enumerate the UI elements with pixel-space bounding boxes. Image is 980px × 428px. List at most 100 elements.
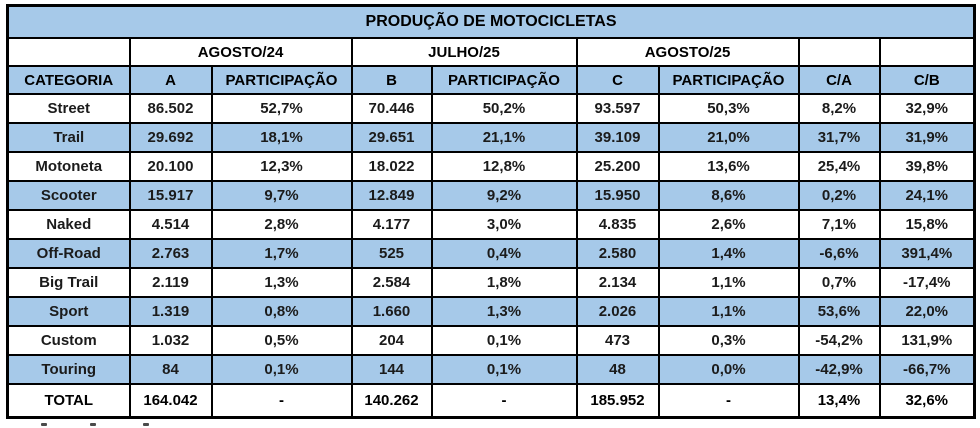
cropped-caption-fragment xyxy=(41,423,47,426)
table-cell: - xyxy=(430,383,578,419)
table-cell: 12,8% xyxy=(430,151,578,182)
column-header-participacao-b: PARTICIPAÇÃO xyxy=(430,65,578,95)
table-cell: 93.597 xyxy=(575,93,660,124)
table-row-naked: Naked 4.514 2,8% 4.177 3,0% 4.835 2,6% 7… xyxy=(6,209,976,240)
column-header-c: C xyxy=(575,65,660,95)
table-cell: 15.917 xyxy=(128,180,213,211)
table-cell: 31,7% xyxy=(797,122,881,153)
table-cell: 1.660 xyxy=(350,296,433,327)
table-cell: 15.950 xyxy=(575,180,660,211)
table-cell: 1,8% xyxy=(430,267,578,298)
column-header-b: B xyxy=(350,65,433,95)
empty-cell xyxy=(878,37,976,67)
table-cell: -6,6% xyxy=(797,238,881,269)
column-header-categoria: CATEGORIA xyxy=(6,65,131,95)
table-row-motoneta: Motoneta 20.100 12,3% 18.022 12,8% 25.20… xyxy=(6,151,976,182)
table-cell: 391,4% xyxy=(878,238,976,269)
table-cell: 1,3% xyxy=(210,267,353,298)
column-header-a: A xyxy=(128,65,213,95)
table-row-total: TOTAL 164.042 - 140.262 - 185.952 - 13,4… xyxy=(6,383,976,419)
table-row-offroad: Off-Road 2.763 1,7% 525 0,4% 2.580 1,4% … xyxy=(6,238,976,269)
table-cell: 1.319 xyxy=(128,296,213,327)
table-cell: 4.835 xyxy=(575,209,660,240)
table-cell: 20.100 xyxy=(128,151,213,182)
table-row-sport: Sport 1.319 0,8% 1.660 1,3% 2.026 1,1% 5… xyxy=(6,296,976,327)
table-cell: 0,5% xyxy=(210,325,353,356)
row-label: Naked xyxy=(6,209,131,240)
table-cell: 1,7% xyxy=(210,238,353,269)
table-cell: 12,3% xyxy=(210,151,353,182)
table-cell: 525 xyxy=(350,238,433,269)
table-row-bigtrail: Big Trail 2.119 1,3% 2.584 1,8% 2.134 1,… xyxy=(6,267,976,298)
table-cell: -42,9% xyxy=(797,354,881,385)
column-header-participacao-a: PARTICIPAÇÃO xyxy=(210,65,353,95)
table-cell: 0,3% xyxy=(657,325,800,356)
table-cell: 144 xyxy=(350,354,433,385)
table-cell: 0,1% xyxy=(210,354,353,385)
table-cell: 8,2% xyxy=(797,93,881,124)
table-cell: 164.042 xyxy=(128,383,213,419)
table-cell: 24,1% xyxy=(878,180,976,211)
table-cell: 4.177 xyxy=(350,209,433,240)
month-header-julho25: JULHO/25 xyxy=(350,37,578,67)
table-cell: 0,0% xyxy=(657,354,800,385)
row-label: Motoneta xyxy=(6,151,131,182)
empty-cell xyxy=(797,37,881,67)
table-cell: 185.952 xyxy=(575,383,660,419)
table-cell: 32,6% xyxy=(878,383,976,419)
table-cell: 18.022 xyxy=(350,151,433,182)
column-header-ca: C/A xyxy=(797,65,881,95)
table-cell: 0,1% xyxy=(430,354,578,385)
table-cell: 8,6% xyxy=(657,180,800,211)
table-cell: 13,4% xyxy=(797,383,881,419)
table-cell: 0,7% xyxy=(797,267,881,298)
row-label: Off-Road xyxy=(6,238,131,269)
table-title: PRODUÇÃO DE MOTOCICLETAS xyxy=(6,4,976,39)
table-cell: - xyxy=(657,383,800,419)
table-cell: 2,6% xyxy=(657,209,800,240)
table-cell: 2.119 xyxy=(128,267,213,298)
table-row-custom: Custom 1.032 0,5% 204 0,1% 473 0,3% -54,… xyxy=(6,325,976,356)
total-label: TOTAL xyxy=(6,383,131,419)
table-cell: 50,2% xyxy=(430,93,578,124)
table-cell: 2.026 xyxy=(575,296,660,327)
table-cell: 15,8% xyxy=(878,209,976,240)
table-cell: 0,1% xyxy=(430,325,578,356)
table-cell: 2.763 xyxy=(128,238,213,269)
cropped-caption-fragment xyxy=(90,423,96,426)
table-cell: -17,4% xyxy=(878,267,976,298)
table-cell: 70.446 xyxy=(350,93,433,124)
table-cell: - xyxy=(210,383,353,419)
table-cell: 1.032 xyxy=(128,325,213,356)
row-label: Street xyxy=(6,93,131,124)
table-cell: -54,2% xyxy=(797,325,881,356)
table-cell: 29.651 xyxy=(350,122,433,153)
month-header-agosto24: AGOSTO/24 xyxy=(128,37,353,67)
row-label: Trail xyxy=(6,122,131,153)
row-label: Sport xyxy=(6,296,131,327)
table-row-scooter: Scooter 15.917 9,7% 12.849 9,2% 15.950 8… xyxy=(6,180,976,211)
table-cell: 86.502 xyxy=(128,93,213,124)
table-cell: 3,0% xyxy=(430,209,578,240)
table-cell: 140.262 xyxy=(350,383,433,419)
table-cell: 1,1% xyxy=(657,267,800,298)
column-header-cb: C/B xyxy=(878,65,976,95)
table-cell: 25.200 xyxy=(575,151,660,182)
table-cell: 52,7% xyxy=(210,93,353,124)
table-cell: -66,7% xyxy=(878,354,976,385)
table-cell: 39,8% xyxy=(878,151,976,182)
table-cell: 21,0% xyxy=(657,122,800,153)
table-cell: 25,4% xyxy=(797,151,881,182)
table-cell: 473 xyxy=(575,325,660,356)
table-cell: 13,6% xyxy=(657,151,800,182)
cropped-caption-fragment xyxy=(143,423,149,426)
table-cell: 22,0% xyxy=(878,296,976,327)
table-cell: 32,9% xyxy=(878,93,976,124)
table-cell: 50,3% xyxy=(657,93,800,124)
table-cell: 1,1% xyxy=(657,296,800,327)
row-label: Scooter xyxy=(6,180,131,211)
table-cell: 31,9% xyxy=(878,122,976,153)
empty-cell xyxy=(6,37,131,67)
table-cell: 0,8% xyxy=(210,296,353,327)
